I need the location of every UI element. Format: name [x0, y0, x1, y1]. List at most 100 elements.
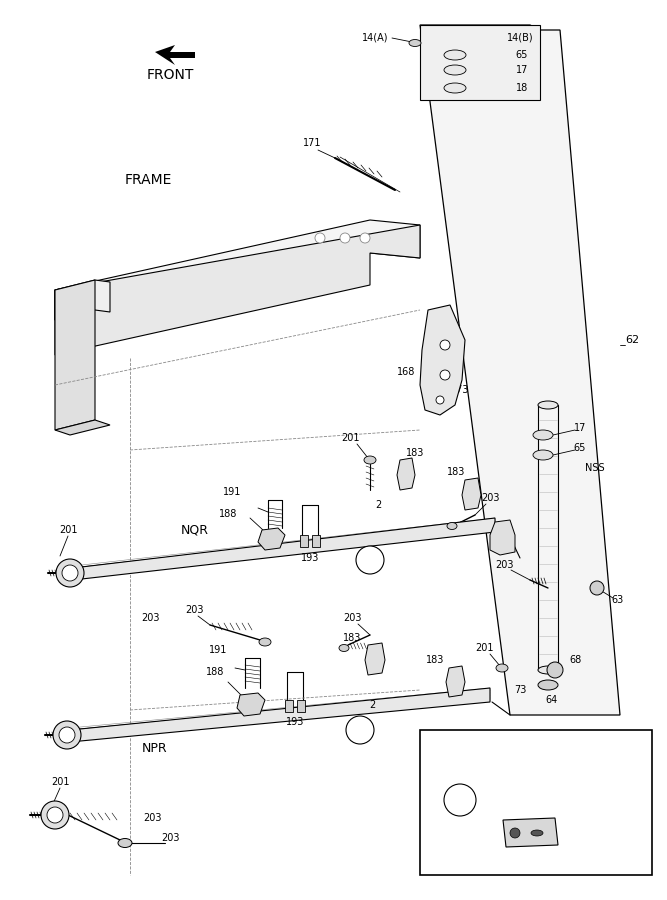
Text: 17: 17 [516, 65, 528, 75]
Text: 168: 168 [397, 367, 415, 377]
Polygon shape [446, 666, 465, 697]
Circle shape [346, 716, 374, 744]
Polygon shape [55, 225, 420, 355]
Polygon shape [420, 25, 540, 100]
Text: 14(B): 14(B) [507, 33, 534, 43]
Text: 188: 188 [206, 667, 224, 677]
Text: 63: 63 [612, 595, 624, 605]
Text: 183: 183 [343, 633, 362, 643]
Circle shape [62, 565, 78, 581]
Polygon shape [365, 643, 385, 675]
Text: A: A [366, 555, 374, 565]
Text: 2: 2 [375, 500, 381, 510]
Ellipse shape [409, 40, 421, 47]
Text: 18: 18 [516, 83, 528, 93]
Polygon shape [312, 535, 320, 547]
Text: 68: 68 [569, 655, 581, 665]
Polygon shape [397, 458, 415, 490]
Ellipse shape [444, 50, 466, 60]
Text: 173: 173 [451, 385, 470, 395]
Text: 203: 203 [143, 813, 161, 823]
Circle shape [510, 828, 520, 838]
Circle shape [47, 807, 63, 823]
Text: 17: 17 [574, 423, 586, 433]
Polygon shape [55, 280, 110, 320]
Text: NSS: NSS [585, 463, 605, 473]
Ellipse shape [118, 839, 132, 848]
Polygon shape [55, 280, 95, 430]
Text: NPR: NPR [142, 742, 168, 754]
Text: A: A [456, 795, 464, 805]
Ellipse shape [339, 644, 349, 652]
Text: 193: 193 [286, 717, 304, 727]
Text: 2: 2 [369, 700, 375, 710]
Circle shape [59, 727, 75, 743]
Ellipse shape [444, 83, 466, 93]
Text: 171: 171 [303, 138, 321, 148]
Ellipse shape [56, 559, 84, 587]
Polygon shape [73, 518, 495, 580]
Text: 191: 191 [209, 645, 227, 655]
Text: A: A [356, 725, 364, 735]
Text: 203: 203 [161, 833, 179, 843]
Text: 491: 491 [552, 783, 572, 793]
Text: 201: 201 [59, 525, 77, 535]
Text: 62: 62 [625, 335, 639, 345]
Ellipse shape [531, 830, 543, 836]
Polygon shape [55, 220, 420, 320]
Ellipse shape [41, 801, 69, 829]
Circle shape [590, 581, 604, 595]
Text: 65: 65 [516, 50, 528, 60]
Circle shape [315, 233, 325, 243]
Text: 183: 183 [406, 448, 424, 458]
Ellipse shape [533, 430, 553, 440]
Text: 191: 191 [223, 487, 241, 497]
Polygon shape [300, 535, 308, 547]
Polygon shape [420, 25, 620, 715]
Polygon shape [285, 700, 293, 712]
Text: 203: 203 [343, 613, 362, 623]
FancyBboxPatch shape [420, 730, 652, 875]
Text: FRAME: FRAME [124, 173, 171, 187]
Polygon shape [420, 305, 465, 415]
Ellipse shape [447, 523, 457, 529]
Text: 203: 203 [185, 605, 204, 615]
Text: 203: 203 [141, 613, 159, 623]
Ellipse shape [53, 721, 81, 749]
Text: 65: 65 [574, 443, 586, 453]
Circle shape [436, 396, 444, 404]
Ellipse shape [538, 401, 558, 409]
Polygon shape [70, 688, 490, 742]
Polygon shape [462, 478, 481, 510]
Text: NQR: NQR [181, 524, 209, 536]
Ellipse shape [533, 450, 553, 460]
Circle shape [340, 233, 350, 243]
Circle shape [440, 370, 450, 380]
Polygon shape [55, 420, 110, 435]
Circle shape [547, 662, 563, 678]
Circle shape [444, 784, 476, 816]
Circle shape [440, 340, 450, 350]
Polygon shape [297, 700, 305, 712]
Text: 183: 183 [426, 655, 444, 665]
Circle shape [360, 233, 370, 243]
Polygon shape [503, 818, 558, 847]
Circle shape [356, 546, 384, 574]
Polygon shape [258, 528, 285, 550]
Text: 188: 188 [219, 509, 237, 519]
Ellipse shape [444, 65, 466, 75]
Text: 201: 201 [475, 643, 494, 653]
Text: 203: 203 [496, 560, 514, 570]
Ellipse shape [364, 456, 376, 464]
Polygon shape [237, 693, 265, 716]
Text: FRONT: FRONT [146, 68, 193, 82]
Polygon shape [490, 520, 515, 555]
Text: 183: 183 [447, 467, 465, 477]
Ellipse shape [496, 664, 508, 672]
Ellipse shape [259, 638, 271, 646]
Text: ASSIST SIDE: ASSIST SIDE [500, 742, 572, 754]
Text: 64: 64 [545, 695, 557, 705]
Ellipse shape [538, 666, 558, 674]
Text: 201: 201 [51, 777, 69, 787]
Ellipse shape [538, 680, 558, 690]
